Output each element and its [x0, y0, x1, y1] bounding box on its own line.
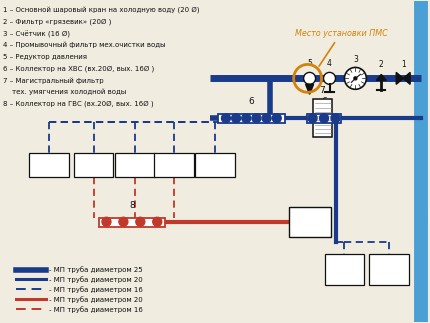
Text: 1 – Основной шаровый кран на холодную воду (20 Ø): 1 – Основной шаровый кран на холодную во…	[3, 7, 200, 14]
Text: Унитаз: Унитаз	[203, 162, 227, 168]
Text: Место установки ПМС: Место установки ПМС	[295, 28, 387, 66]
Text: 6: 6	[321, 97, 327, 106]
Text: 1: 1	[401, 60, 405, 69]
Text: Биде: Биде	[166, 162, 183, 168]
Circle shape	[319, 114, 329, 123]
Circle shape	[308, 114, 317, 123]
Text: 2 – Фильтр «грязевик» (20Ø ): 2 – Фильтр «грязевик» (20Ø )	[3, 18, 111, 25]
Polygon shape	[376, 74, 386, 80]
Polygon shape	[403, 72, 410, 84]
Text: 7 – Магистральный фильтр: 7 – Магистральный фильтр	[3, 77, 104, 84]
Text: - МП труба диаметром 16: - МП труба диаметром 16	[49, 286, 143, 293]
Text: Стираль-
ная
машина: Стираль- ная машина	[329, 260, 360, 279]
Bar	[325, 254, 364, 286]
Polygon shape	[306, 84, 313, 94]
Text: 6 – Коллектор на ХВС (вх.20Ø, вых. 16Ø ): 6 – Коллектор на ХВС (вх.20Ø, вых. 16Ø )	[3, 66, 154, 72]
Circle shape	[153, 217, 162, 226]
Text: 8 – Коллектор на ГВС (вх.20Ø, вых. 16Ø ): 8 – Коллектор на ГВС (вх.20Ø, вых. 16Ø )	[3, 101, 154, 107]
Bar	[307, 114, 341, 123]
Text: - МП труба диаметром 16: - МП труба диаметром 16	[49, 306, 143, 313]
Text: тех. умягчения холодной воды: тех. умягчения холодной воды	[3, 89, 126, 95]
Text: 4 – Промывочный фильтр мех.очистки воды: 4 – Промывочный фильтр мех.очистки воды	[3, 42, 166, 48]
Circle shape	[344, 68, 366, 89]
Polygon shape	[396, 72, 403, 84]
Bar	[74, 153, 114, 177]
Text: Кухонная
мойка: Кухонная мойка	[32, 158, 65, 172]
Circle shape	[242, 114, 251, 123]
Bar	[195, 153, 235, 177]
Text: 4: 4	[327, 59, 332, 68]
Text: Раковина: Раковина	[77, 162, 110, 168]
Circle shape	[262, 114, 271, 123]
Circle shape	[119, 217, 128, 226]
Bar	[98, 218, 165, 227]
Text: 2: 2	[379, 60, 384, 69]
Bar	[29, 153, 69, 177]
Circle shape	[221, 114, 230, 123]
Circle shape	[232, 114, 241, 123]
Text: - МП труба диаметром 25: - МП труба диаметром 25	[49, 266, 142, 273]
Circle shape	[331, 114, 340, 123]
Circle shape	[323, 72, 335, 84]
Bar	[313, 99, 332, 137]
Text: 7: 7	[319, 86, 326, 95]
Circle shape	[304, 72, 316, 84]
Bar	[218, 114, 285, 123]
Bar	[154, 153, 194, 177]
Text: 5: 5	[307, 59, 312, 68]
Text: - МП труба диаметром 20: - МП труба диаметром 20	[49, 276, 142, 283]
Text: Ванна: Ванна	[125, 162, 146, 168]
Circle shape	[136, 217, 145, 226]
Text: 6: 6	[249, 97, 254, 106]
Text: 3 – Счётчик (16 Ø): 3 – Счётчик (16 Ø)	[3, 30, 70, 37]
Bar	[289, 207, 331, 237]
Text: - МП труба диаметром 20: - МП труба диаметром 20	[49, 296, 142, 303]
Circle shape	[272, 114, 281, 123]
Text: 3: 3	[353, 56, 358, 64]
Circle shape	[252, 114, 261, 123]
Text: Посудо-
моечная
машина: Посудо- моечная машина	[375, 260, 404, 279]
Bar	[115, 153, 155, 177]
Bar	[369, 254, 409, 286]
Text: 5 – Редуктор давления: 5 – Редуктор давления	[3, 54, 87, 60]
Circle shape	[354, 77, 357, 80]
Circle shape	[102, 217, 111, 226]
Text: Котёл
(ГВС): Котёл (ГВС)	[298, 211, 322, 232]
Text: 8: 8	[129, 201, 135, 210]
